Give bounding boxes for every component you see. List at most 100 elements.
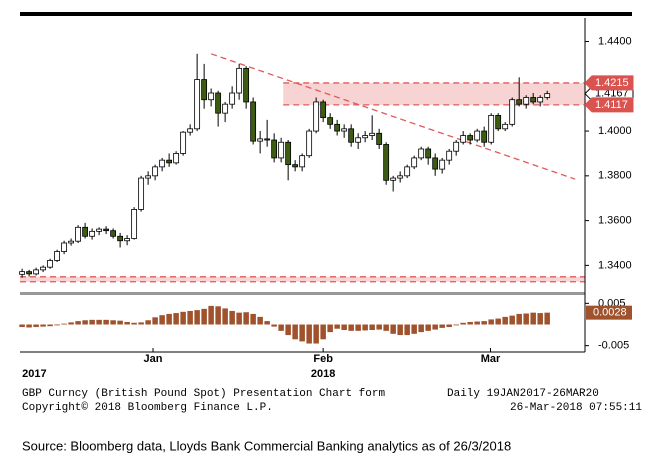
- indicator-bar: [103, 319, 109, 325]
- price-label: 1.4215: [595, 77, 629, 89]
- candle-body: [369, 132, 376, 136]
- indicator-bar: [285, 324, 291, 336]
- candle-body: [243, 67, 250, 103]
- indicator-bar: [418, 324, 424, 333]
- candle-body: [208, 92, 215, 101]
- candle-body: [362, 135, 369, 139]
- indicator-bar: [110, 320, 116, 325]
- x-tick-label: Mar: [481, 353, 501, 365]
- indicator-bar: [61, 323, 67, 325]
- year-label: 2017: [22, 368, 46, 380]
- top-bar: [20, 12, 632, 16]
- indicator-bar: [341, 324, 347, 330]
- candle-body: [194, 79, 201, 130]
- candle-body: [187, 128, 194, 133]
- indicator-bar: [271, 324, 277, 327]
- x-tick-label: Feb: [313, 353, 333, 365]
- title: GBP Curncy (British Pound Spot) Presenta…: [22, 388, 385, 400]
- indicator-bar: [474, 321, 480, 325]
- indicator-bar: [194, 310, 200, 325]
- indicator-bar: [124, 321, 130, 325]
- candle-body: [397, 175, 404, 179]
- indicator-bar: [495, 318, 501, 325]
- candle-body: [467, 135, 474, 141]
- indicator-bar: [460, 322, 466, 325]
- candle-body: [180, 131, 187, 154]
- candle-body: [299, 155, 306, 168]
- indicator-bar: [131, 322, 137, 325]
- y-tick-label: 1.4000: [598, 125, 632, 137]
- indicator-bar: [292, 324, 298, 340]
- candle-body: [439, 159, 446, 170]
- y-tick-label: -0.005: [598, 340, 629, 352]
- indicator-bar: [467, 321, 473, 325]
- candle-body: [348, 128, 355, 143]
- indicator-bar: [166, 313, 172, 325]
- indicator-bar: [530, 312, 536, 325]
- indicator-bar: [26, 324, 32, 328]
- candle-body: [82, 226, 89, 237]
- plot-area: [19, 53, 585, 344]
- candle-body: [495, 114, 502, 130]
- indicator-bar: [187, 310, 193, 325]
- candle-body: [341, 128, 348, 132]
- candle-body: [516, 99, 523, 105]
- candle-body: [89, 230, 96, 237]
- indicator-bar: [348, 324, 354, 331]
- indicator-bar: [208, 305, 214, 325]
- candle-body: [222, 103, 229, 114]
- candle-body: [355, 137, 362, 143]
- trendline: [210, 53, 576, 180]
- candle-body: [285, 141, 292, 166]
- candle-body: [250, 101, 257, 142]
- indicator-bar: [425, 324, 431, 331]
- indicator-bar: [439, 324, 445, 328]
- candle-body: [19, 271, 26, 275]
- candle-body: [502, 123, 509, 130]
- candle-body: [110, 230, 117, 237]
- indicator-bar: [19, 324, 25, 328]
- candle-body: [166, 159, 173, 164]
- price-marker: [584, 97, 634, 113]
- indicator-bar: [138, 322, 144, 325]
- timestamp: 26-Mar-2018 07:55:11: [510, 402, 642, 414]
- indicator-bar: [537, 313, 543, 325]
- indicator-bar: [89, 319, 95, 325]
- indicator-bar: [334, 324, 340, 329]
- indicator-bar: [82, 320, 88, 325]
- candle-body: [306, 130, 313, 157]
- candle-body: [327, 117, 334, 125]
- indicator-bar: [355, 324, 361, 331]
- candle-body: [152, 166, 159, 177]
- indicator-bar: [481, 321, 487, 325]
- candle-body: [138, 177, 145, 210]
- indicator-bar: [327, 324, 333, 333]
- indicator-bar: [299, 324, 305, 342]
- candle-body: [278, 141, 285, 159]
- indicator-bar: [502, 316, 508, 325]
- candle-body: [124, 238, 131, 242]
- candle-body: [201, 79, 208, 101]
- indicator-bar: [257, 316, 263, 325]
- indicator-bar: [453, 324, 459, 326]
- indicator-bar: [544, 312, 550, 325]
- candle-body: [474, 130, 481, 141]
- candle-body: [523, 97, 530, 105]
- candle-body: [40, 266, 47, 271]
- candle-body: [229, 92, 236, 105]
- indicator-bar: [250, 313, 256, 325]
- candle-body: [117, 235, 124, 242]
- candle-body: [145, 175, 152, 179]
- year-label: 2018: [311, 368, 335, 380]
- copyright: Copyright© 2018 Bloomberg Finance L.P.: [22, 402, 273, 414]
- indicator-bar: [222, 308, 228, 325]
- subtitle: Daily 19JAN2017-26MAR20: [447, 388, 599, 400]
- indicator-bar: [320, 324, 326, 340]
- candle-body: [446, 150, 453, 161]
- candle-body: [509, 99, 516, 125]
- candle-body: [264, 138, 271, 141]
- indicator-bar: [173, 313, 179, 325]
- candle-body: [26, 271, 33, 275]
- candle-body: [425, 148, 432, 159]
- candle-body: [159, 159, 166, 168]
